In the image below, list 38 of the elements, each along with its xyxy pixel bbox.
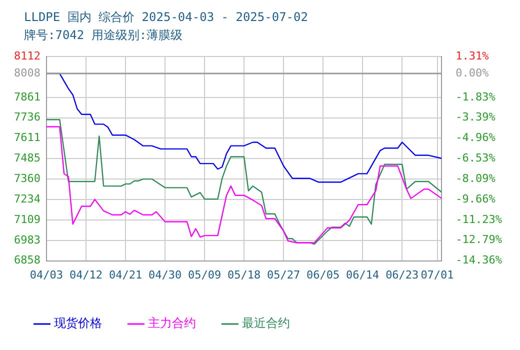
- y2-tick-label: -12.79%: [456, 233, 502, 246]
- y-tick-label: 7485: [14, 152, 40, 165]
- y-tick-label: 7360: [14, 172, 40, 185]
- x-tick-label: 05/09: [188, 268, 222, 282]
- y2-tick-label: -1.83%: [456, 90, 496, 104]
- y-tick-label: 7736: [14, 110, 40, 124]
- y-tick-label: 8008: [14, 66, 40, 80]
- y-tick-label: 7234: [14, 192, 41, 206]
- y-tick-label: 7611: [14, 131, 40, 144]
- legend-label: 最近合约: [242, 316, 290, 330]
- x-tick-label: 05/27: [267, 268, 300, 282]
- y-tick-label: 7861: [14, 90, 40, 104]
- legend-label: 主力合约: [148, 316, 196, 330]
- y2-tick-label: -9.66%: [456, 192, 496, 206]
- y-tick-label: 7109: [14, 212, 40, 226]
- y2-tick-label: -8.09%: [456, 172, 496, 185]
- x-tick-label: 04/03: [30, 268, 64, 282]
- y-tick-label: 6983: [14, 233, 40, 246]
- x-tick-label: 04/12: [69, 268, 103, 282]
- y2-tick-label: -4.96%: [456, 131, 496, 144]
- y2-tick-label: -6.53%: [456, 152, 496, 165]
- y-tick-label: 6858: [14, 254, 40, 267]
- chart-title: LLDPE 国内 综合价 2025-04-03 - 2025-07-02: [23, 9, 309, 26]
- x-tick-label: 06/14: [346, 268, 380, 282]
- y2-tick-label: 1.31%: [456, 49, 490, 62]
- legend-label: 现货价格: [54, 316, 102, 330]
- x-tick-label: 06/23: [386, 268, 419, 282]
- y2-tick-label: -14.36%: [456, 254, 502, 267]
- chart-subtitle: 牌号:7042 用途级别:薄膜级: [23, 27, 184, 44]
- y-tick-label: 8112: [14, 49, 40, 62]
- x-tick-label: 04/21: [108, 268, 142, 282]
- x-tick-label: 07/01: [420, 268, 454, 282]
- x-tick-label: 06/05: [306, 268, 340, 282]
- y2-tick-label: -11.23%: [456, 212, 502, 226]
- y2-tick-label: -3.39%: [456, 110, 496, 124]
- x-tick-label: 05/18: [228, 268, 261, 282]
- y2-tick-label: 0.00%: [456, 66, 490, 80]
- x-tick-label: 04/30: [148, 268, 182, 282]
